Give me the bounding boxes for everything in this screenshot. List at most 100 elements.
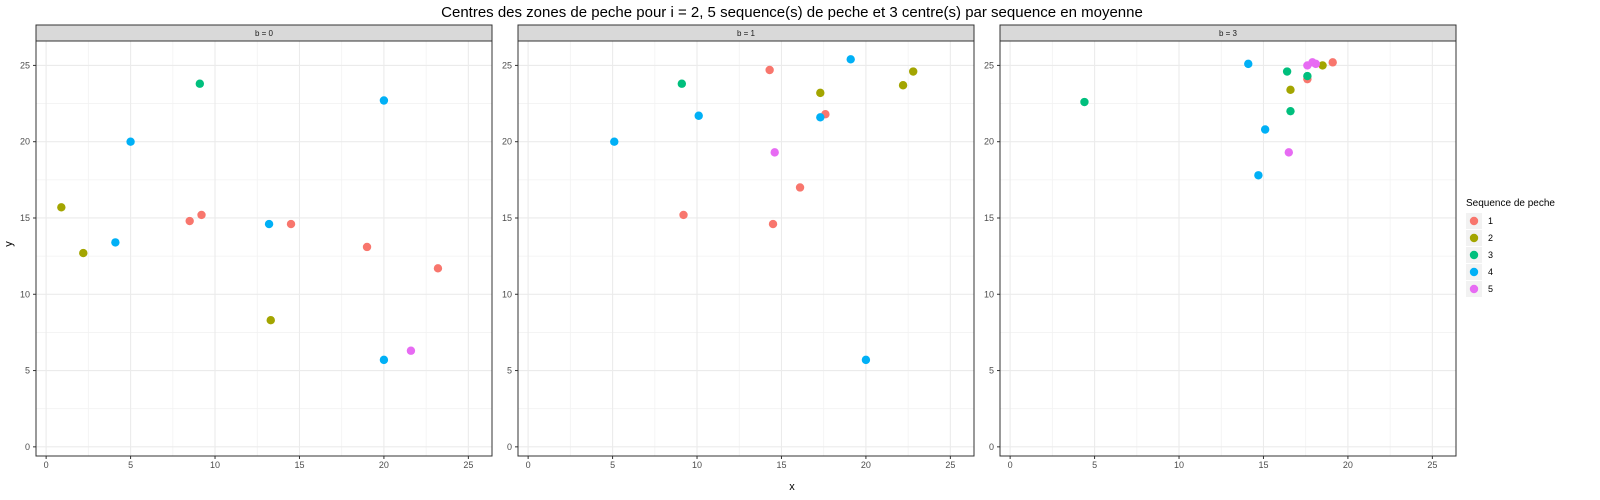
- y-tick-label: 5: [989, 366, 994, 376]
- data-point: [379, 355, 389, 365]
- x-tick-label: 0: [44, 460, 49, 470]
- data-point: [264, 219, 274, 229]
- x-tick-label: 5: [128, 460, 133, 470]
- y-tick-label: 5: [507, 366, 512, 376]
- panel-background: [36, 41, 492, 456]
- x-tick-label: 0: [526, 460, 531, 470]
- facet-panel: b = 3 0 5 10 15 20 25 0 5 10 15 20 25: [984, 24, 1457, 470]
- facet-strip-label: b = 0: [255, 29, 274, 38]
- x-tick-label: 15: [776, 460, 786, 470]
- facet-panel: b = 0 0 5 10 15 20 25 0 5 10 15 20 25: [20, 24, 493, 470]
- data-point: [111, 238, 120, 247]
- x-tick-label: 15: [1258, 460, 1268, 470]
- x-tick-label: 10: [210, 460, 220, 470]
- data-point: [286, 219, 296, 229]
- x-tick-label: 25: [463, 460, 473, 470]
- legend-key: [1469, 250, 1479, 260]
- x-tick-label: 25: [1427, 460, 1437, 470]
- data-point: [57, 203, 66, 212]
- legend-label: 1: [1488, 216, 1493, 226]
- facet-panel: b = 1 0 5 10 15 20 25 0 5 10 15 20 25: [502, 24, 975, 470]
- legend-label: 2: [1488, 233, 1493, 243]
- legend-label: 3: [1488, 250, 1493, 260]
- data-point: [1328, 58, 1337, 67]
- x-tick-label: 20: [1343, 460, 1353, 470]
- data-point: [406, 346, 416, 355]
- x-tick-label: 15: [294, 460, 304, 470]
- y-tick-label: 10: [502, 289, 512, 299]
- data-point: [79, 248, 88, 258]
- data-point: [861, 355, 871, 365]
- data-point: [197, 210, 206, 220]
- data-point: [795, 183, 805, 192]
- y-tick-label: 15: [20, 213, 30, 223]
- x-tick-label: 0: [1008, 460, 1013, 470]
- y-tick-label: 10: [984, 289, 994, 299]
- y-tick-label: 20: [20, 137, 30, 147]
- data-point: [1244, 59, 1253, 69]
- data-point: [816, 113, 825, 122]
- data-point: [679, 210, 688, 220]
- y-tick-label: 25: [20, 60, 30, 70]
- panel-border: [999, 40, 1457, 457]
- y-tick-label: 20: [502, 137, 512, 147]
- x-tick-label: 5: [610, 460, 615, 470]
- data-point: [898, 81, 908, 90]
- data-point: [185, 216, 194, 226]
- y-tick-label: 15: [984, 213, 994, 223]
- data-point: [677, 79, 687, 88]
- panel-border: [517, 40, 975, 457]
- y-tick-label: 15: [502, 213, 512, 223]
- legend-key: [1469, 233, 1479, 243]
- facet-strip-label: b = 3: [1219, 29, 1238, 38]
- legend-key: [1469, 216, 1479, 226]
- data-point: [816, 88, 825, 98]
- data-point: [1080, 97, 1089, 107]
- data-point: [1303, 71, 1312, 81]
- data-point: [1284, 148, 1294, 157]
- panel-background: [518, 41, 974, 456]
- data-point: [1260, 125, 1270, 134]
- panel-border: [35, 40, 493, 457]
- data-point: [694, 111, 703, 120]
- data-point: [610, 137, 619, 146]
- data-point: [1311, 59, 1321, 69]
- y-tick-label: 0: [25, 442, 30, 452]
- chart-title: Centres des zones de peche pour i = 2, 5…: [441, 4, 1143, 21]
- y-tick-label: 10: [20, 289, 30, 299]
- legend-key: [1469, 267, 1479, 277]
- y-tick-label: 0: [989, 442, 994, 452]
- data-point: [846, 55, 855, 64]
- data-point: [1318, 61, 1327, 70]
- x-tick-label: 5: [1092, 460, 1097, 470]
- data-point: [770, 148, 779, 157]
- data-point: [126, 137, 135, 146]
- legend: Sequence de peche 1 2 3 4 5: [1466, 198, 1555, 297]
- data-point: [909, 67, 918, 76]
- data-point: [195, 79, 205, 88]
- legend-key: [1469, 284, 1479, 294]
- y-axis-title: y: [3, 241, 15, 247]
- panel-background: [1000, 41, 1456, 456]
- y-tick-label: 25: [984, 60, 994, 70]
- legend-label: 4: [1488, 267, 1493, 277]
- y-tick-label: 0: [507, 442, 512, 452]
- data-point: [1286, 106, 1295, 116]
- legend-label: 5: [1488, 284, 1493, 294]
- y-tick-label: 5: [25, 366, 30, 376]
- data-point: [362, 242, 372, 252]
- y-tick-label: 25: [502, 60, 512, 70]
- data-point: [266, 316, 275, 325]
- data-point: [1282, 67, 1292, 76]
- legend-title: Sequence de peche: [1466, 198, 1555, 209]
- data-point: [768, 219, 778, 229]
- x-axis-title: x: [789, 481, 795, 493]
- data-point: [1254, 171, 1263, 180]
- data-point: [379, 96, 389, 105]
- x-tick-label: 20: [379, 460, 389, 470]
- data-point: [765, 65, 774, 75]
- x-tick-label: 10: [692, 460, 702, 470]
- x-tick-label: 10: [1174, 460, 1184, 470]
- data-point: [1286, 85, 1295, 95]
